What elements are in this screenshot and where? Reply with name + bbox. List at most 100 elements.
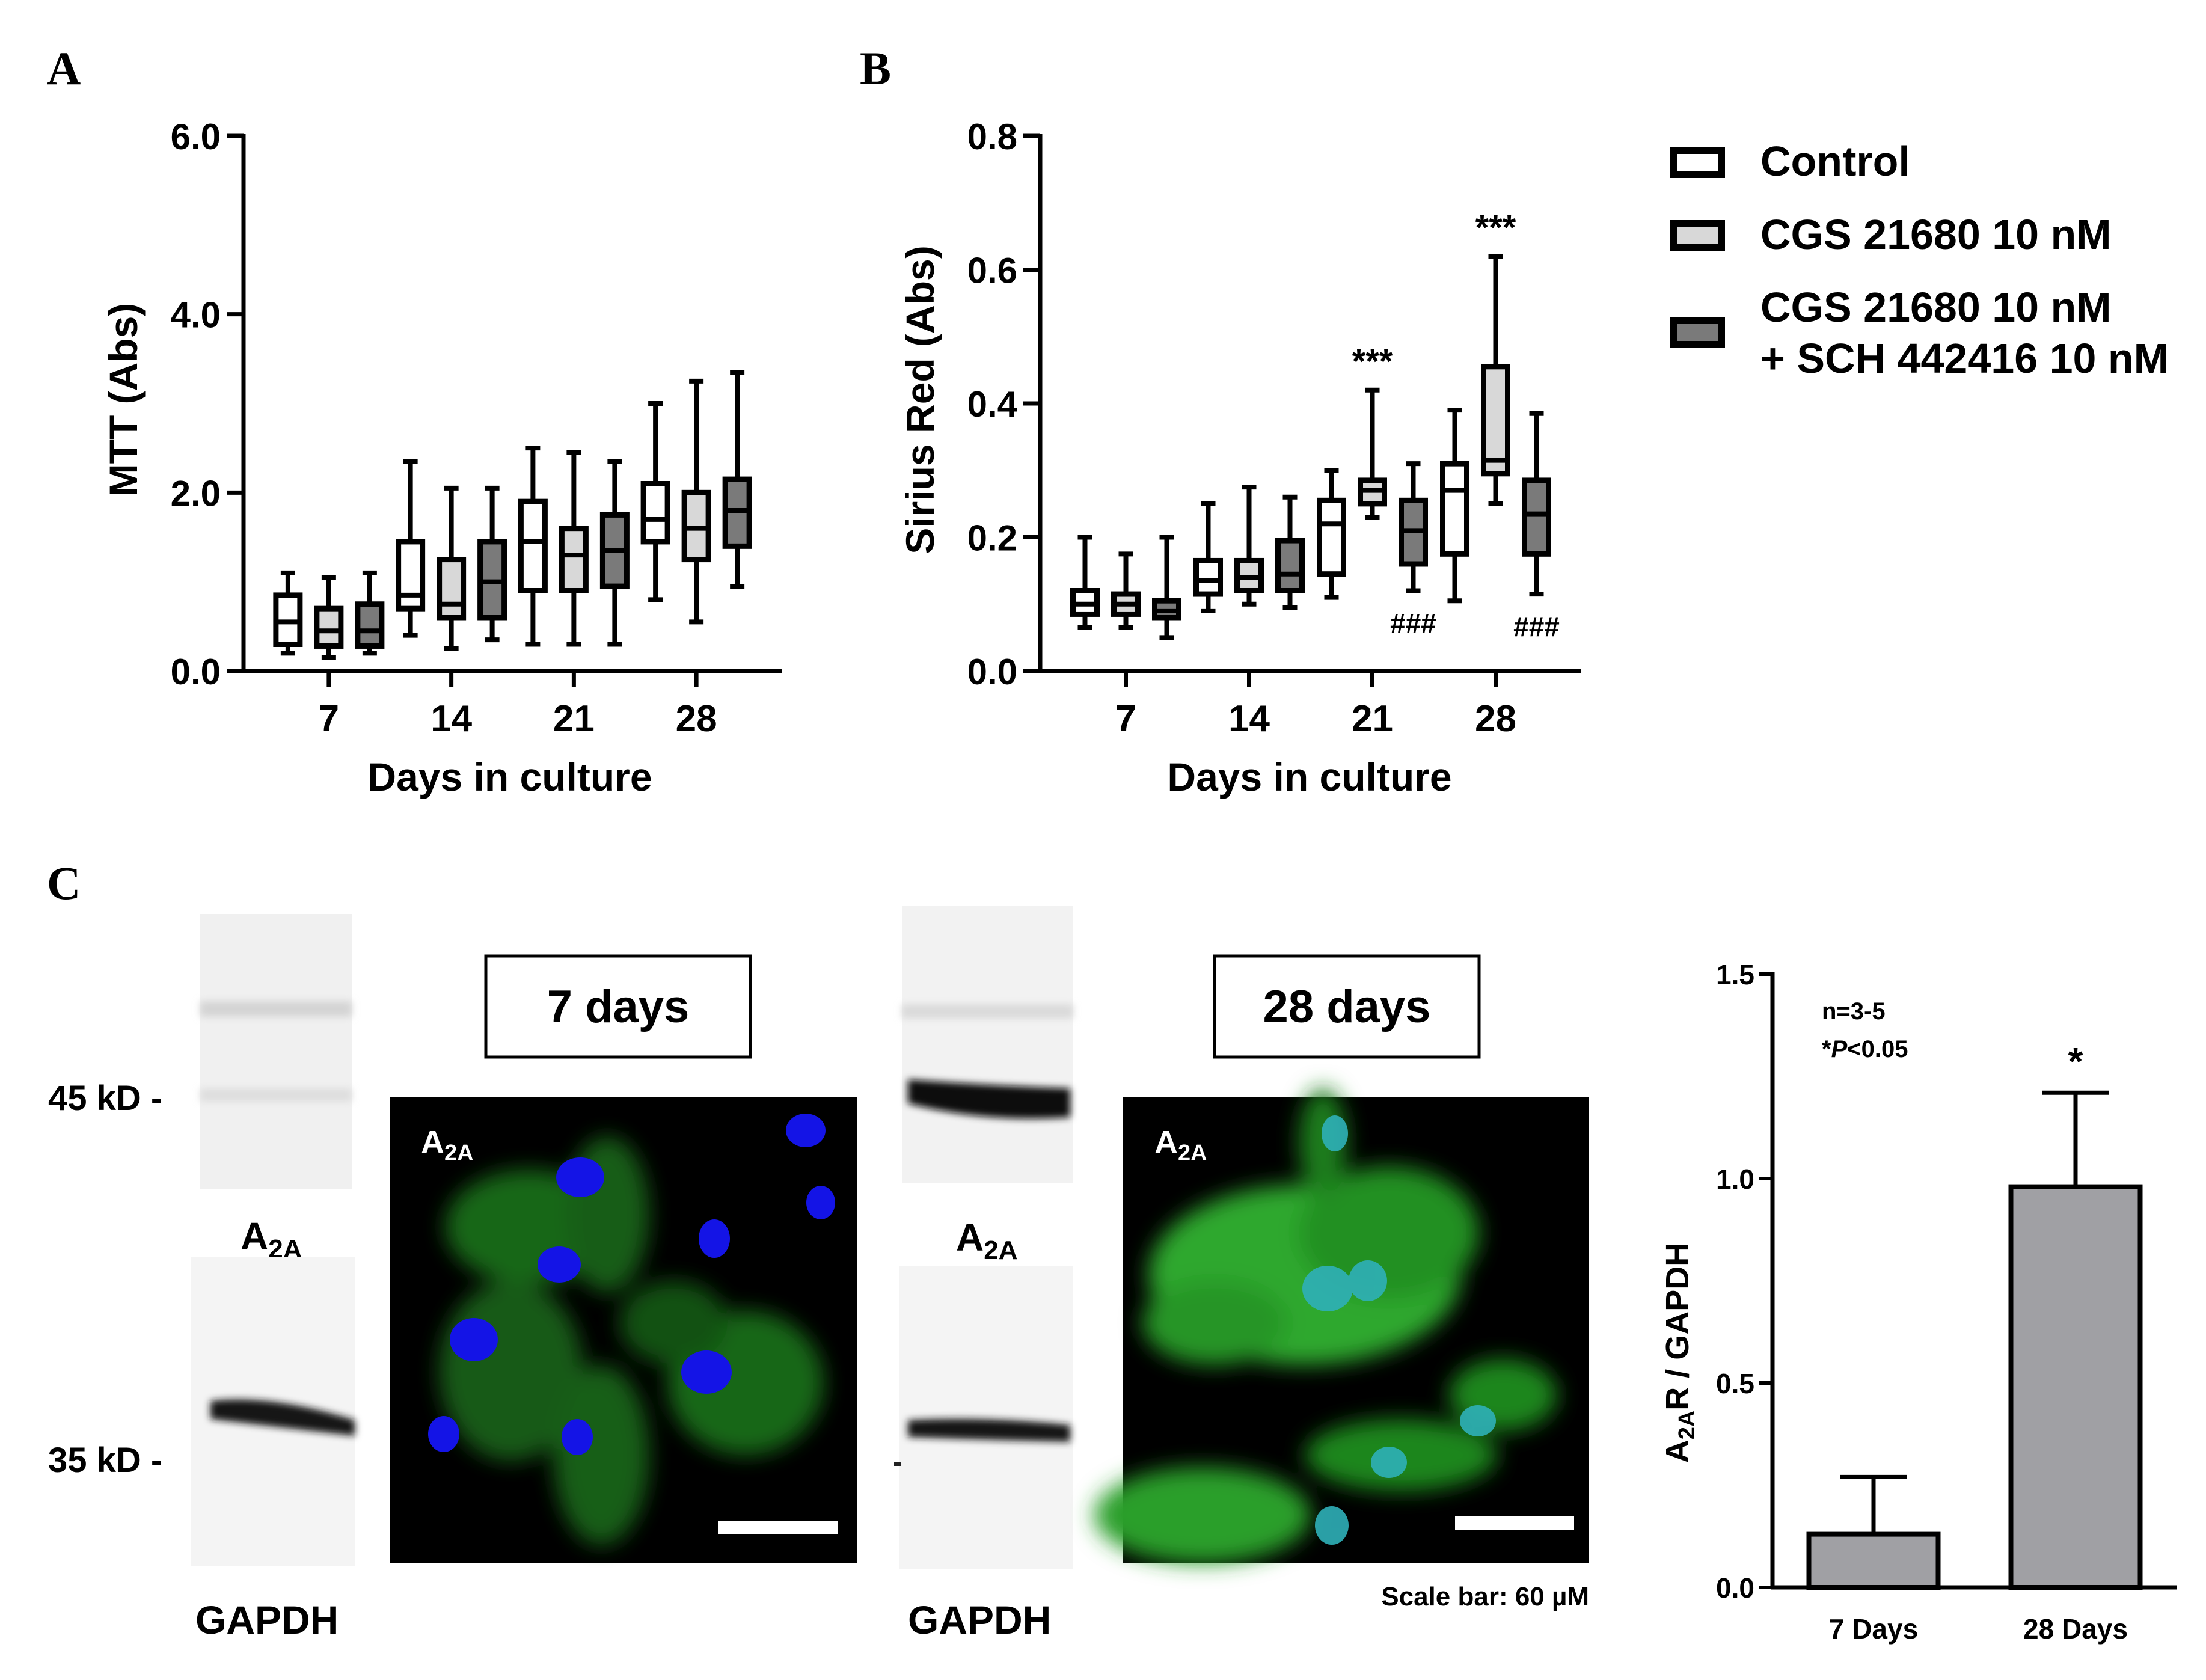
chart-a-box [477,485,507,643]
chart-b-box-iqr [1440,461,1469,557]
legend-swatch-cgs [1670,220,1725,251]
chart-a-box [559,450,589,647]
marker-45kd: 45 kD - [48,1079,162,1118]
chart-a-box-iqr [640,481,670,545]
chart-b-y-tick-label: 0.6 [967,251,1017,291]
chart-b-x-tick-label: 7 [1115,698,1136,740]
chart-b-x-tick-label: 28 [1475,698,1516,740]
legend: Control CGS 21680 10 nM CGS 21680 10 nM … [1670,138,2169,382]
chart-a-y-tick-label: 0.0 [171,652,221,692]
legend-label-control: Control [1760,138,1910,185]
chart-c-x-tick-label: 28 Days [2023,1613,2128,1645]
chart-b-box-iqr [1275,538,1305,593]
day28-label: 28 days [1263,981,1431,1032]
chart-c-y-tick-label: 0.0 [1716,1572,1754,1604]
chart-c-a2a-gapdh: 0.0 0.5 1.0 1.5 7 Days 28 Days * A2AR / GAPDH… [1659,959,2177,1645]
blot-gapdh-day7 [191,1257,355,1566]
if-label-day7: A2A [421,1124,474,1166]
panel-letter-a: A [47,42,81,94]
chart-a-box-iqr [314,605,344,649]
chart-c-bar [1806,1531,1941,1590]
chart-a-xlabel: Days in culture [367,755,652,799]
scale-bar-label: Scale bar: 60 µM [1381,1582,1589,1611]
chart-b-box-iqr [1522,477,1551,557]
chart-b-x-tick-label: 14 [1228,698,1270,740]
chart-b-axes: 0.0 0.2 0.4 0.6 0.8 7 14 21 28 [967,117,1581,740]
chart-c-note-line2: *P<0.05 [1822,1036,1908,1062]
chart-a-box-iqr [518,498,548,594]
chart-b-box [1317,468,1346,600]
legend-label-cgs: CGS 21680 10 nM [1760,211,2112,258]
blot-gapdh-day28 [894,1266,1073,1569]
chart-b-box [1193,501,1223,613]
chart-b-ylabel: Sirius Red (Abs) [898,245,942,554]
chart-b-box [1522,411,1551,597]
chart-c-x-tick-label: 7 Days [1829,1613,1918,1645]
chart-c-bars: * [1806,1040,2143,1590]
chart-a-box [437,485,467,651]
chart-b-box [1440,408,1469,604]
chart-b-box-iqr [1481,364,1510,477]
chart-a-box-iqr [559,526,589,594]
chart-a-ylabel: MTT (Abs) [101,303,146,497]
chart-c-y-tick-label: 1.0 [1716,1163,1754,1195]
chart-b-box-iqr [1317,497,1346,577]
legend-label-cgs-sch-line2: + SCH 442416 10 nM [1760,335,2169,382]
chart-b-annotation: ### [1513,611,1560,642]
chart-b-box-iqr [1193,557,1223,597]
chart-a-box [681,378,711,625]
marker-35kd: 35 kD - [48,1441,162,1480]
chart-a-box [722,370,752,589]
legend-swatch-control [1670,147,1725,178]
chart-b-annotation: *** [1475,208,1516,247]
chart-a-box [396,459,426,638]
chart-b-box [1399,461,1428,593]
chart-a-box-iqr [396,539,426,612]
western-blot-section: 45 kD - 35 kD - A2A GAPDH 7 days [48,906,1589,1642]
chart-a-box [273,570,303,656]
chart-a-axes: 0.0 2.0 4.0 6.0 7 14 21 28 [171,117,782,740]
chart-b-y-tick-label: 0.2 [967,518,1017,559]
if-label-day28: A2A [1154,1124,1207,1166]
chart-a-box [314,575,344,660]
blot-a2a-day28 [902,906,1073,1183]
chart-c-bar [2008,1184,2143,1590]
chart-c-note-line1: n=3-5 [1822,998,1886,1025]
day7-label-box [484,954,752,1059]
chart-b-boxes: *** *** ### ### [1070,208,1560,642]
chart-a-x-tick-label: 7 [319,698,339,740]
chart-a-y-tick-label: 2.0 [171,473,221,514]
chart-a-mtt: 0.0 2.0 4.0 6.0 7 14 21 28 Days in culture MTT … [101,117,782,799]
chart-b-box [1234,485,1264,607]
chart-b-box [1275,494,1305,610]
chart-c-ylabel: A2AR / GAPDH [1659,1243,1700,1464]
chart-b-annotation: *** [1352,342,1393,381]
chart-b-x-tick-label: 21 [1352,698,1393,740]
chart-b-y-tick-label: 0.4 [967,384,1018,425]
gapdh-label-day28: GAPDH [908,1598,1051,1642]
chart-c-y-tick-label: 1.5 [1716,959,1754,990]
chart-a-y-tick-label: 6.0 [171,117,221,157]
blot-a2a-label-day7: A2A [241,1215,302,1264]
blot-a2a-day7 [200,914,352,1189]
legend-swatch-cgs-sch [1670,317,1725,348]
chart-b-y-tick-label: 0.8 [967,117,1017,157]
panel-letter-b: B [860,42,891,94]
chart-c-axes: 0.0 0.5 1.0 1.5 7 Days 28 Days [1716,959,2177,1645]
chart-b-sirius-red: 0.0 0.2 0.4 0.6 0.8 7 14 21 28 *** *** ### ### Days… [898,117,1581,799]
chart-b-annotation: ### [1390,608,1436,639]
chart-a-y-tick-label: 4.0 [171,295,221,336]
chart-a-box [355,570,385,656]
if-image-day28: A2A [1094,1088,1589,1563]
chart-b-box [1358,387,1387,520]
chart-b-y-tick-label: 0.0 [967,652,1017,692]
chart-a-box [599,459,630,647]
chart-a-x-tick-label: 14 [430,698,472,740]
chart-a-box [640,401,670,602]
chart-a-boxes [273,370,752,660]
chart-a-box-iqr [437,557,467,621]
chart-a-box-iqr [355,601,385,649]
chart-a-x-tick-label: 21 [553,698,595,740]
chart-a-box [518,446,548,647]
